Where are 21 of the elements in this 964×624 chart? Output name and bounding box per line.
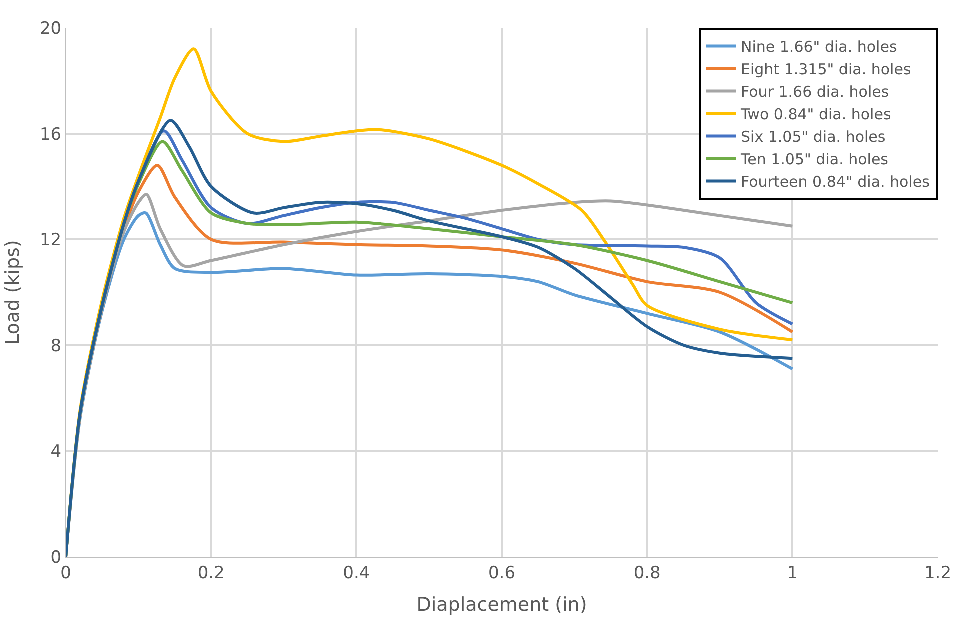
legend-label: Fourteen 0.84" dia. holes <box>741 173 930 192</box>
y-tick-label: 16 <box>40 124 62 145</box>
x-axis-title: Diaplacement (in) <box>416 594 588 616</box>
legend-label: Ten 1.05" dia. holes <box>740 150 889 169</box>
x-tick-label: 0.4 <box>343 563 370 584</box>
y-tick-label: 20 <box>40 18 62 39</box>
y-axis-title: Load (kips) <box>2 240 24 345</box>
y-tick-label: 12 <box>40 230 62 251</box>
legend-label: Eight 1.315" dia. holes <box>741 60 912 79</box>
x-tick-label: 1.2 <box>924 563 952 584</box>
legend-label: Six 1.05" dia. holes <box>741 128 886 146</box>
legend-label: Two 0.84" dia. holes <box>740 106 892 124</box>
x-tick-label: 1 <box>787 563 798 584</box>
legend-label: Four 1.66 dia. holes <box>741 83 890 102</box>
x-tick-label: 0.2 <box>198 563 225 584</box>
legend-label: Nine 1.66" dia. holes <box>741 38 898 56</box>
y-tick-label: 4 <box>50 442 62 462</box>
y-tick-label: 0 <box>50 548 62 568</box>
x-tick-label: 0.6 <box>488 563 516 584</box>
x-tick-label: 0.8 <box>634 563 661 584</box>
y-tick-label: 8 <box>50 336 62 356</box>
